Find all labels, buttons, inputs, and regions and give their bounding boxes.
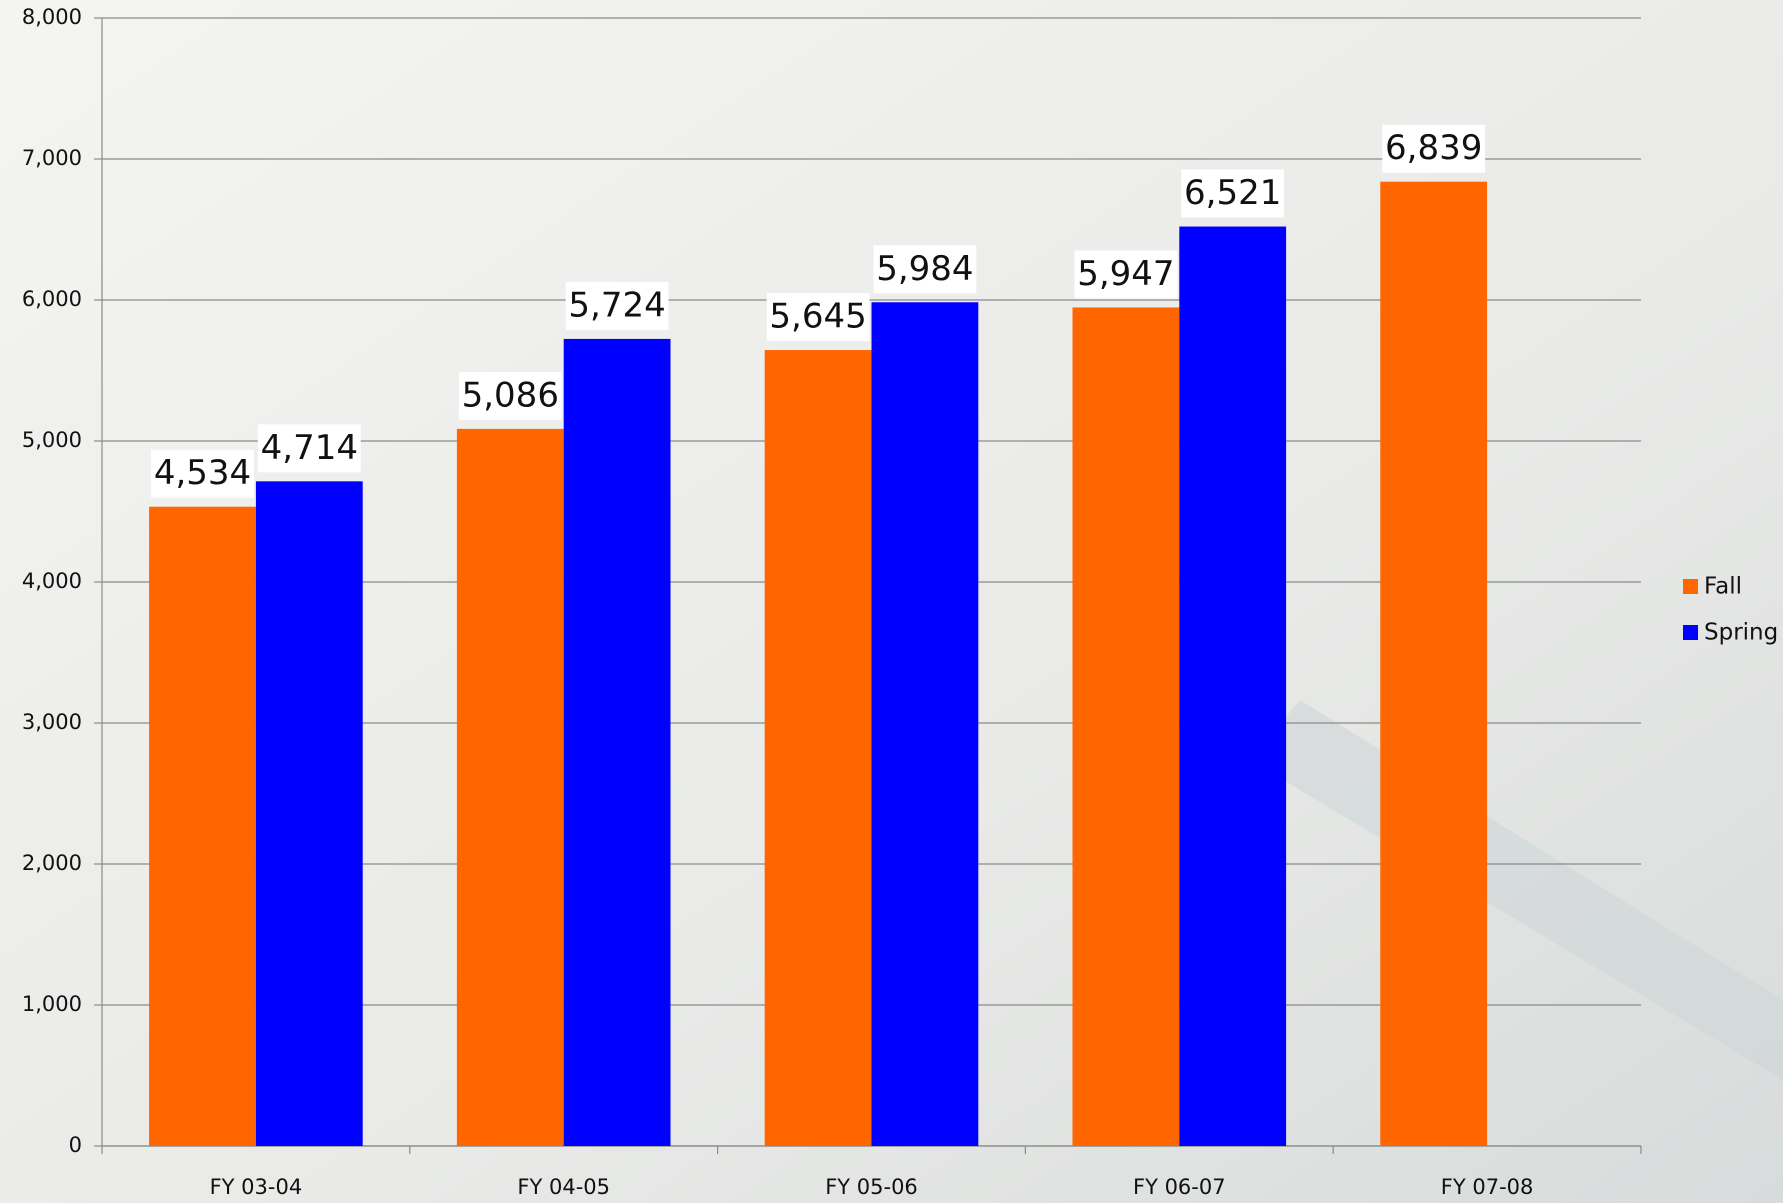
value-label: 4,534 (154, 453, 251, 493)
value-label: 5,086 (462, 375, 559, 415)
y-tick-label: 8,000 (22, 5, 82, 29)
y-tick-label: 2,000 (22, 851, 82, 875)
value-label: 5,724 (568, 285, 665, 325)
y-tick-label: 5,000 (22, 428, 82, 452)
value-label-box (458, 371, 562, 420)
value-label-box (1181, 169, 1285, 218)
value-label: 6,521 (1184, 173, 1281, 213)
bar (1380, 181, 1488, 1147)
y-tick-label: 1,000 (22, 992, 82, 1016)
value-label-box (257, 424, 361, 473)
value-label-box (151, 449, 254, 498)
y-tick-label: 3,000 (22, 710, 82, 734)
value-label-box (766, 293, 870, 342)
value-label: 5,984 (876, 249, 973, 289)
bar (764, 350, 872, 1146)
bar (563, 338, 671, 1146)
bar (871, 302, 979, 1147)
value-label: 5,645 (769, 297, 866, 337)
value-label-box (1074, 250, 1178, 299)
legend-label: Spring (1704, 620, 1778, 646)
bar (255, 481, 363, 1146)
value-label: 5,947 (1077, 254, 1174, 294)
x-tick-label: FY 06-07 (1133, 1175, 1226, 1199)
x-tick-label: FY 07-08 (1441, 1175, 1534, 1199)
value-label-box (1382, 124, 1486, 173)
legend-label: Fall (1704, 574, 1742, 600)
x-tick-label: FY 04-05 (517, 1175, 610, 1199)
legend-swatch (1683, 579, 1698, 594)
y-tick-label: 0 (69, 1133, 82, 1157)
bar (149, 506, 256, 1146)
y-tick-label: 6,000 (22, 287, 82, 311)
x-tick-label: FY 05-06 (825, 1175, 918, 1199)
bar (1072, 307, 1180, 1146)
value-label: 6,839 (1385, 128, 1482, 168)
bar (1179, 226, 1287, 1146)
value-label-box (565, 281, 669, 330)
y-tick-label: 7,000 (22, 146, 82, 170)
legend-swatch (1683, 625, 1698, 640)
x-tick-label: FY 03-04 (210, 1175, 303, 1199)
value-label-box (873, 245, 977, 294)
bar (456, 428, 564, 1146)
y-tick-label: 4,000 (22, 569, 82, 593)
value-label: 4,714 (261, 428, 358, 468)
